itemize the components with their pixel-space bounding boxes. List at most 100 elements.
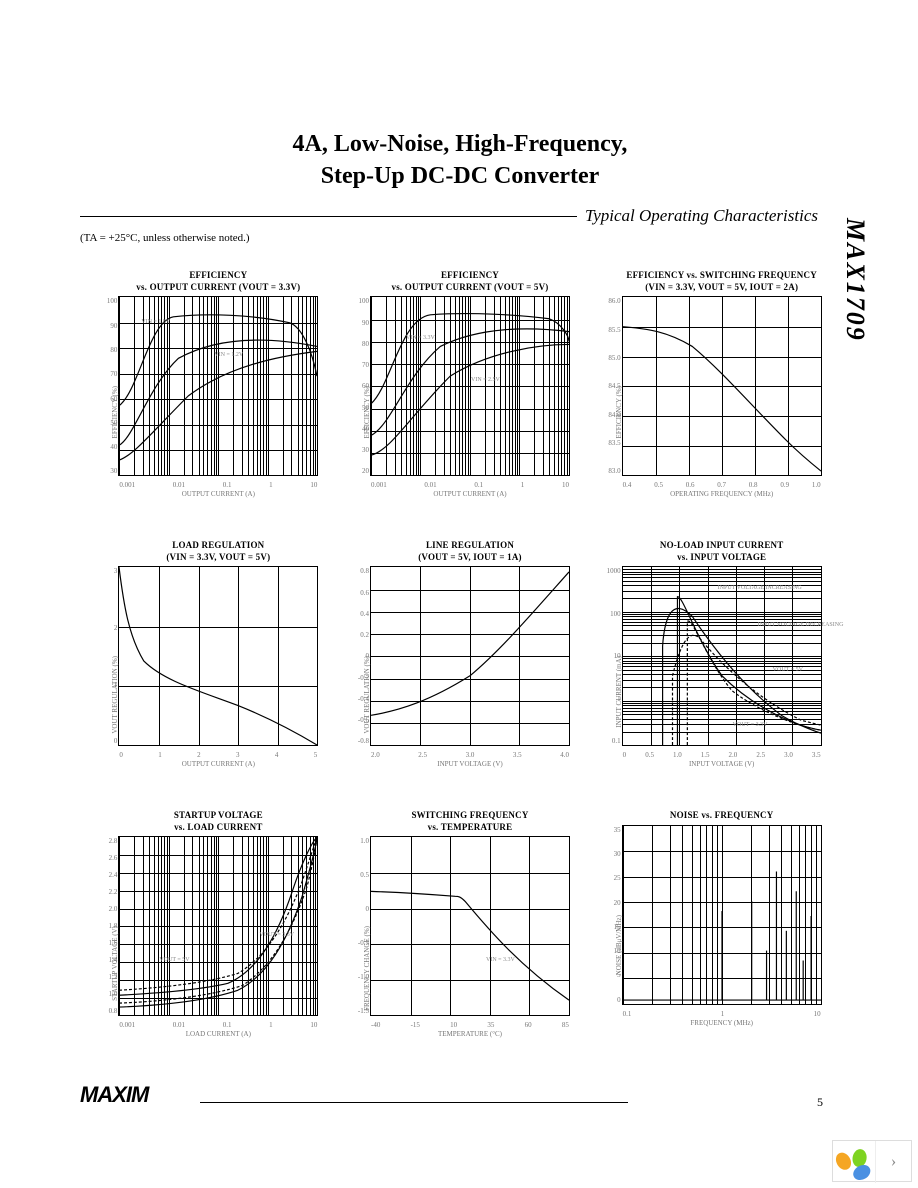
- y-ticks: 30405060708090100: [101, 297, 117, 475]
- x-ticks: 0.40.50.60.70.80.91.0: [623, 481, 821, 489]
- chevron-right-icon: ›: [891, 1153, 896, 1171]
- chart: NOISE vs. FREQUENCY NOISE (dBμV/MHz)0.111…: [603, 810, 840, 1070]
- chart-plot: EFFICIENCY (%)0.40.50.60.70.80.91.083.08…: [622, 296, 822, 476]
- x-axis-label: INPUT VOLTAGE (V): [603, 760, 840, 768]
- chart: LINE REGULATION(VOUT = 5V, IOUT = 1A) VOU…: [352, 540, 589, 800]
- chart-curves: [371, 837, 569, 1015]
- viewer-next-button[interactable]: ›: [875, 1141, 911, 1183]
- y-ticks: 0.81.01.21.41.61.82.02.22.42.62.8: [101, 837, 117, 1015]
- page-title: 4A, Low-Noise, High-Frequency, Step-Up D…: [80, 128, 840, 193]
- x-axis-label: TEMPERATURE (°C): [352, 1030, 589, 1038]
- x-ticks: 012345: [119, 751, 317, 759]
- section-label: Typical Operating Characteristics: [583, 206, 820, 226]
- chart-annotation: VOUT = 3.3V: [259, 932, 294, 938]
- chart: EFFICIENCY vs. SWITCHING FREQUENCY(VIN =…: [603, 270, 840, 530]
- chart-curves: [623, 826, 821, 1004]
- chart-curves: [119, 567, 317, 745]
- chart-plot: FREQUENCY CHANGE (%)VIN = 3.3V-40-151035…: [370, 836, 570, 1016]
- x-axis-label: OUTPUT CURRENT (A): [352, 490, 589, 498]
- x-ticks: 0.1110: [623, 1010, 821, 1018]
- chart: SWITCHING FREQUENCYvs. TEMPERATURE FREQUE…: [352, 810, 589, 1070]
- y-ticks: -0.8-0.6-0.4-0.200.20.40.60.8: [353, 567, 369, 745]
- chart-annotation: VIN = 3.3V: [486, 957, 515, 963]
- chart-title-sub: vs. OUTPUT CURRENT (VOUT = 5V): [352, 282, 589, 294]
- chart-annotation: INPUT VOLTAGE DECREASING: [758, 622, 844, 628]
- chart-annotation: VIN = 1.2V: [214, 352, 243, 358]
- chart-curves: [623, 297, 821, 475]
- title-line-2: Step-Up DC-DC Converter: [80, 160, 840, 192]
- y-ticks: -1.5-1.0-0.500.51.0: [353, 837, 369, 1015]
- chart-plot: EFFICIENCY (%)VIN = 1.8VVIN = 1.2V0.0010…: [118, 296, 318, 476]
- y-ticks: 0123: [101, 567, 117, 745]
- conditions-note: (TA = +25°C, unless otherwise noted.): [80, 232, 250, 244]
- title-line-1: 4A, Low-Noise, High-Frequency,: [80, 128, 840, 160]
- chart: LOAD REGULATION(VIN = 3.3V, VOUT = 5V) VO…: [100, 540, 337, 800]
- chart-annotation: VIN = 1.8V: [141, 319, 170, 325]
- charts-grid: EFFICIENCYvs. OUTPUT CURRENT (VOUT = 3.3…: [100, 270, 840, 1070]
- chart: STARTUP VOLTAGEvs. LOAD CURRENTSTARTUP V…: [100, 810, 337, 1070]
- y-ticks: 83.083.584.084.585.085.586.0: [605, 297, 621, 475]
- chart-curves: [371, 567, 569, 745]
- y-ticks: 05101520253035: [605, 826, 621, 1004]
- maxim-logo: MAXIM: [80, 1082, 148, 1108]
- x-ticks: -40-1510356085: [371, 1021, 569, 1029]
- chart-title-sub: (VIN = 3.3V, VOUT = 5V, IOUT = 2A): [603, 282, 840, 294]
- chart-title: LINE REGULATION(VOUT = 5V, IOUT = 1A): [352, 540, 589, 563]
- chart-plot: EFFICIENCY (%)VIN = 3.3VVIN = 2.5V0.0010…: [370, 296, 570, 476]
- chart-title-main: NO-LOAD INPUT CURRENT: [603, 540, 840, 552]
- chart-title-sub: vs. TEMPERATURE: [352, 822, 589, 834]
- chart-title-main: STARTUP VOLTAGE: [100, 810, 337, 822]
- chart-title: NOISE vs. FREQUENCY: [603, 810, 840, 822]
- x-axis-label: OUTPUT CURRENT (A): [100, 760, 337, 768]
- chart-title-main: EFFICIENCY: [352, 270, 589, 282]
- chart-annotation: INPUT VOLTAGE INCREASING: [718, 585, 802, 591]
- x-axis-label: INPUT VOLTAGE (V): [352, 760, 589, 768]
- viewer-logo-icon[interactable]: [833, 1141, 875, 1183]
- chart-title-main: NOISE vs. FREQUENCY: [603, 810, 840, 822]
- x-ticks: 0.0010.010.1110: [371, 481, 569, 489]
- x-ticks: 0.0010.010.1110: [119, 1021, 317, 1029]
- chart-title: EFFICIENCYvs. OUTPUT CURRENT (VOUT = 3.3…: [100, 270, 337, 293]
- chart-title-main: SWITCHING FREQUENCY: [352, 810, 589, 822]
- chart-plot: STARTUP VOLTAGE (V)VOUT = 5VVOUT = 3.3V0…: [118, 836, 318, 1016]
- rule: [80, 216, 577, 217]
- chart-annotation: VIN = 3.3V: [406, 335, 435, 341]
- y-ticks: 0.11101001000: [605, 567, 621, 745]
- x-ticks: 2.02.53.03.54.0: [371, 751, 569, 759]
- chart-title-sub: vs. OUTPUT CURRENT (VOUT = 3.3V): [100, 282, 337, 294]
- chart-plot: VOUT REGULATION (%)2.02.53.03.54.0-0.8-0…: [370, 566, 570, 746]
- chart-title-sub: vs. INPUT VOLTAGE: [603, 552, 840, 564]
- page-number: 5: [817, 1095, 823, 1110]
- chart-curves: [119, 837, 317, 1015]
- x-axis-label: OUTPUT CURRENT (A): [100, 490, 337, 498]
- viewer-widget: ›: [832, 1140, 912, 1182]
- footer-rule: [200, 1102, 628, 1103]
- chart-curves: [371, 297, 569, 475]
- chart-annotation: VOUT = 3.3V: [733, 722, 768, 728]
- chart: NO-LOAD INPUT CURRENTvs. INPUT VOLTAGE IN…: [603, 540, 840, 800]
- chart-plot: INPUT CURRENT (mA)INPUT VOLTAGE INCREASI…: [622, 566, 822, 746]
- chart-title: EFFICIENCYvs. OUTPUT CURRENT (VOUT = 5V): [352, 270, 589, 293]
- chart-title-sub: vs. LOAD CURRENT: [100, 822, 337, 834]
- section-header: Typical Operating Characteristics: [80, 206, 820, 226]
- x-axis-label: OPERATING FREQUENCY (MHz): [603, 490, 840, 498]
- chart-plot: VOUT REGULATION (%)0123450123: [118, 566, 318, 746]
- chart: EFFICIENCYvs. OUTPUT CURRENT (VOUT = 5V)…: [352, 270, 589, 530]
- chart-title-sub: (VIN = 3.3V, VOUT = 5V): [100, 552, 337, 564]
- chart-title-main: LOAD REGULATION: [100, 540, 337, 552]
- chart-title-main: EFFICIENCY vs. SWITCHING FREQUENCY: [603, 270, 840, 282]
- chart-title: NO-LOAD INPUT CURRENTvs. INPUT VOLTAGE: [603, 540, 840, 563]
- chart-title: LOAD REGULATION(VIN = 3.3V, VOUT = 5V): [100, 540, 337, 563]
- chart-title: EFFICIENCY vs. SWITCHING FREQUENCY(VIN =…: [603, 270, 840, 293]
- chart-curves: [623, 567, 821, 745]
- x-axis-label: LOAD CURRENT (A): [100, 1030, 337, 1038]
- chart-title-main: LINE REGULATION: [352, 540, 589, 552]
- part-number-sidebar: MAX1709: [840, 218, 870, 342]
- x-axis-label: FREQUENCY (MHz): [603, 1019, 840, 1027]
- chart-title-sub: (VOUT = 5V, IOUT = 1A): [352, 552, 589, 564]
- chart-title-main: EFFICIENCY: [100, 270, 337, 282]
- chart-plot: NOISE (dBμV/MHz)0.111005101520253035: [622, 825, 822, 1005]
- chart-annotation: VOUT = 5V: [159, 957, 189, 963]
- y-ticks: 2030405060708090100: [353, 297, 369, 475]
- chart-title: SWITCHING FREQUENCYvs. TEMPERATURE: [352, 810, 589, 833]
